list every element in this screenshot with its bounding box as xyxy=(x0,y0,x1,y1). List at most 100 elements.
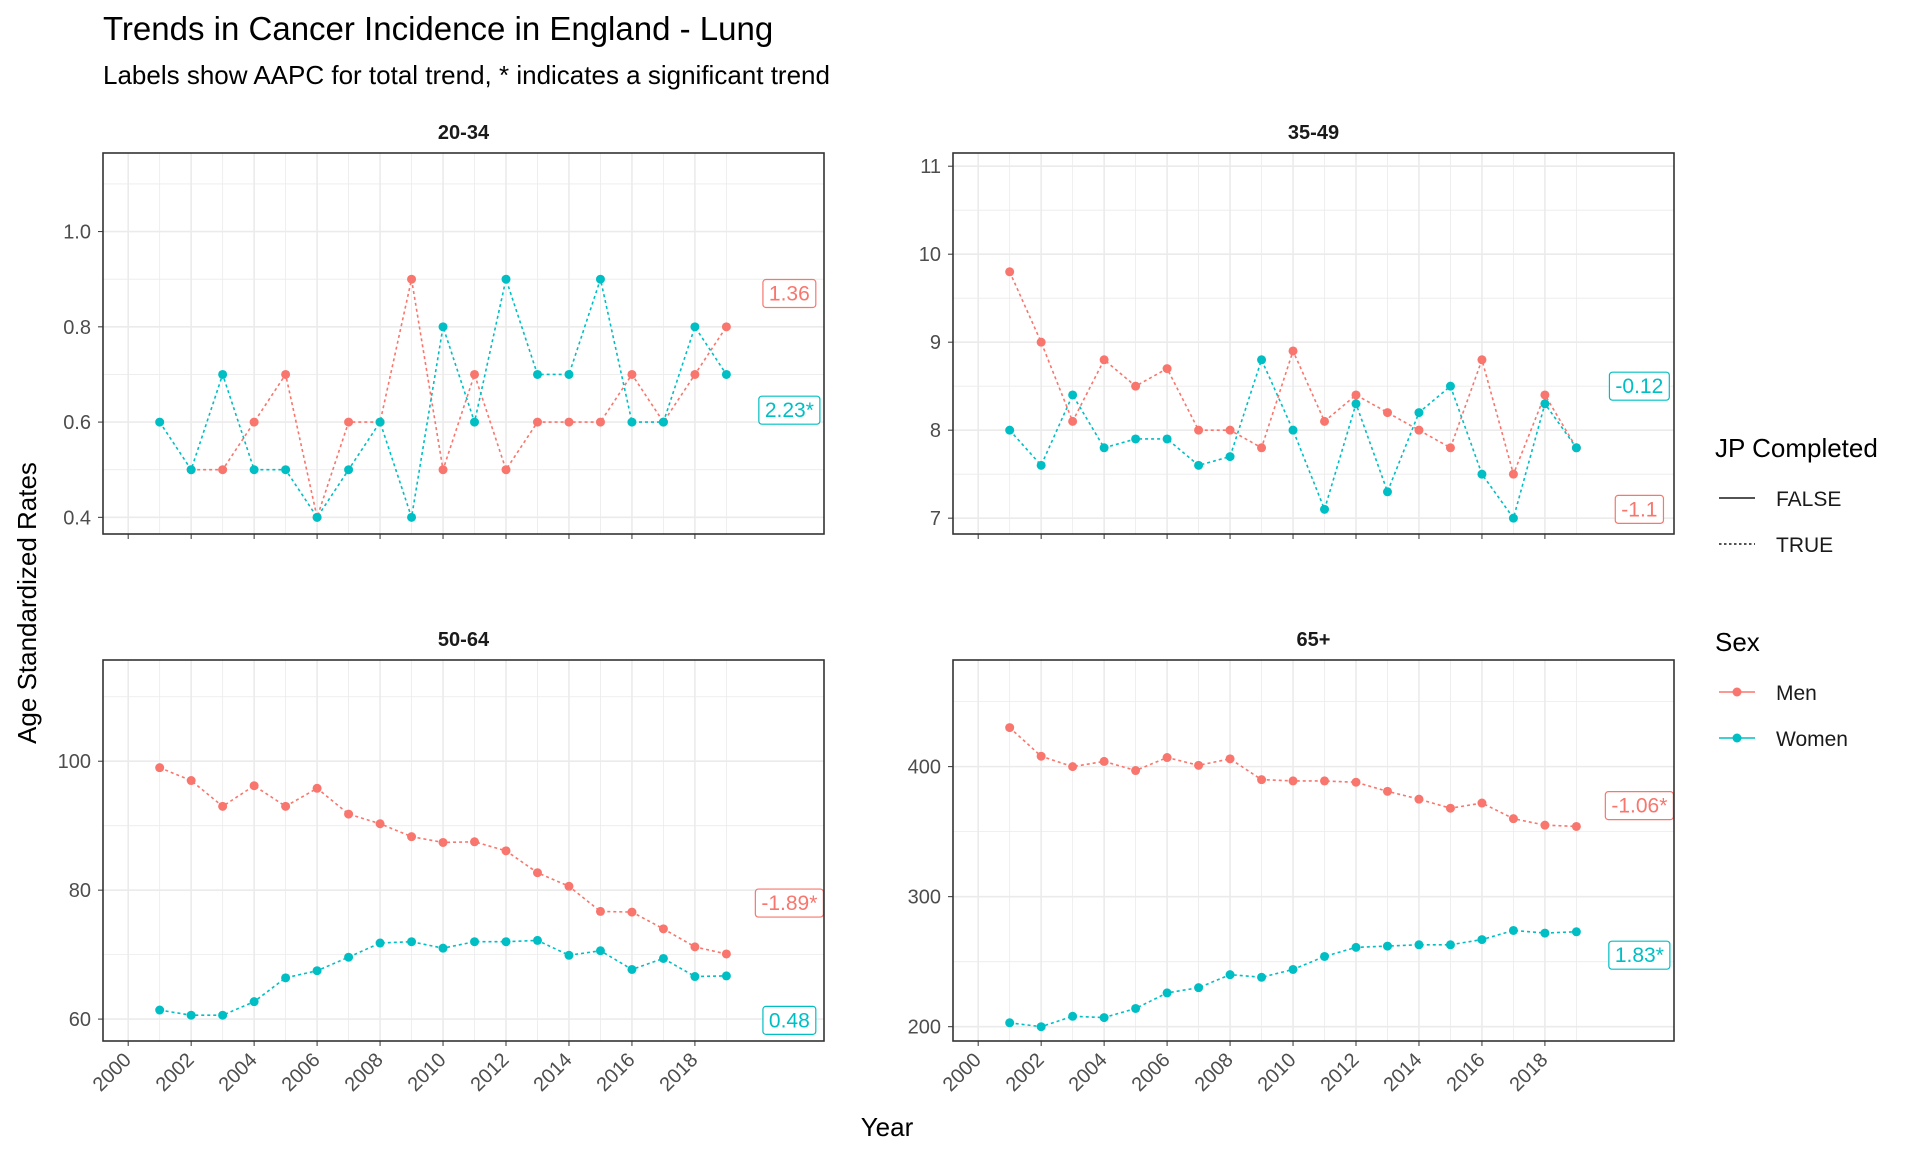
panel-20-34-men-point xyxy=(249,417,259,427)
panel-50-64-women-point xyxy=(218,1010,228,1020)
panel-50-64-men-point xyxy=(281,801,291,811)
panel-65plus-women-point xyxy=(1288,964,1298,974)
panel-65plus-men-point xyxy=(1351,777,1361,787)
x-tick-label: 2004 xyxy=(1065,1049,1112,1096)
panel-50-64-women-point xyxy=(470,937,480,947)
panel-50-64-border xyxy=(102,659,825,1042)
panel-20-34-men-point xyxy=(501,465,511,475)
x-tick-label: 2018 xyxy=(655,1049,702,1096)
panel-50-64-men-aapc-text: -1.89* xyxy=(761,892,817,915)
panel-65plus-women-point xyxy=(1099,1013,1109,1023)
y-tick-label: 0.6 xyxy=(63,412,91,434)
panel-20-34-men-aapc-label: 1.36 xyxy=(762,278,817,309)
panel-20-34-women-point xyxy=(186,465,196,475)
panel-35-49-women-point xyxy=(1477,469,1487,479)
panel-35-49-men-aapc-label: -1.1 xyxy=(1614,494,1665,524)
panel-20-34-women-point xyxy=(564,369,574,379)
panel-65plus-women-point xyxy=(1320,951,1330,961)
y-tick-label: 200 xyxy=(908,1017,941,1039)
panel-65plus-women-point xyxy=(1382,941,1392,951)
panel-35-49-men-aapc-text: -1.1 xyxy=(1621,498,1657,521)
panel-65plus-women-point xyxy=(1005,1018,1015,1028)
x-tick-label: 2012 xyxy=(1317,1049,1364,1096)
panel-35-49-men-point xyxy=(1194,425,1204,435)
panel-65plus-men-point xyxy=(1162,753,1172,763)
legend-women-key-point xyxy=(1732,733,1742,743)
panel-65plus-women-aapc-label: 1.83* xyxy=(1608,940,1671,970)
panel-20-34-border xyxy=(102,152,825,535)
panel-20-34-women-point xyxy=(690,322,700,332)
panel-65plus: 65+ 2000 2002 2004 2006 2008 2010 2012 2014 2016 2… xyxy=(908,629,1675,1096)
x-tick-label: 2002 xyxy=(1002,1049,1049,1096)
y-tick-label: 8 xyxy=(930,420,941,442)
panel-65plus-women-aapc-text: 1.83* xyxy=(1615,944,1664,967)
panel-65plus-men-point xyxy=(1540,820,1550,830)
panel-65plus-men-point xyxy=(1036,751,1046,761)
panel-35-49-men-point xyxy=(1414,425,1424,435)
panel-35-49-men-aapc-box xyxy=(1614,494,1665,524)
panel-50-64-men-aapc-label: -1.89* xyxy=(754,888,824,918)
legend-jp-title: JP Completed xyxy=(1715,433,1878,463)
panel-65plus-women-point xyxy=(1257,972,1267,982)
panel-20-34-men-point xyxy=(627,369,637,379)
panel-65plus-strip-label: 65+ xyxy=(1297,629,1331,651)
panel-35-49-women-point xyxy=(1445,381,1455,391)
y-tick-label: 0.4 xyxy=(63,507,91,529)
panel-20-34-women-point xyxy=(281,465,291,475)
panel-50-64-men-point xyxy=(532,868,542,878)
x-tick-label: 2012 xyxy=(467,1049,514,1096)
x-tick-label: 2010 xyxy=(1254,1049,1301,1096)
panel-65plus-men-point xyxy=(1005,723,1015,733)
panel-35-49-women-point xyxy=(1225,452,1235,462)
panel-50-64-women-point xyxy=(281,973,291,983)
panel-20-34-women-point xyxy=(470,417,480,427)
panel-65plus-men-aapc-label: -1.06* xyxy=(1604,791,1674,821)
panel-65plus-women-point xyxy=(1225,970,1235,980)
panel-20-34-men-point xyxy=(721,322,731,332)
legend-men-label: Men xyxy=(1776,682,1817,705)
chart-subtitle: Labels show AAPC for total trend, * indi… xyxy=(103,60,830,90)
panel-20-34-women-point xyxy=(721,369,731,379)
panel-20-34-women-point xyxy=(218,369,228,379)
panel-50-64-men-point xyxy=(218,801,228,811)
panel-65plus-women-point xyxy=(1036,1022,1046,1032)
panel-35-49-men-point xyxy=(1036,337,1046,347)
panel-65plus-men-point xyxy=(1131,766,1141,776)
panel-65plus-women-point xyxy=(1508,925,1518,935)
panel-50-64-women-point xyxy=(344,952,354,962)
legend: JP Completed FALSE TRUE Sex Men Women xyxy=(1715,433,1878,751)
panel-50-64-men-point xyxy=(595,906,605,916)
panel-50-64-women-point xyxy=(407,937,417,947)
legend-men-key-point xyxy=(1732,687,1742,697)
panel-35-49-women-point xyxy=(1351,399,1361,409)
panel-50-64-women-point xyxy=(155,1005,165,1015)
panel-65plus-men-point xyxy=(1257,775,1267,785)
y-axis-title: Age Standardized Rates xyxy=(12,462,42,744)
panel-35-49-women-point xyxy=(1036,460,1046,470)
y-tick-label: 9 xyxy=(930,332,941,354)
x-tick-label: 2016 xyxy=(592,1049,639,1096)
panel-50-64-women-point xyxy=(249,997,259,1007)
panel-20-34-women-point xyxy=(344,465,354,475)
panel-50-64-women-point xyxy=(186,1010,196,1020)
panel-20-34-men-point xyxy=(281,369,291,379)
panel-35-49-women-aapc-text: -0.12 xyxy=(1615,375,1663,398)
panel-50-64-women-point xyxy=(501,937,511,947)
panel-35-49-men-point xyxy=(1162,364,1172,374)
panel-65plus-women-point xyxy=(1445,940,1455,950)
panel-20-34-women-point xyxy=(312,512,322,522)
panel-20-34-men-point xyxy=(470,369,480,379)
panel-65plus-women-point xyxy=(1571,927,1581,937)
panel-50-64-women-aapc-box xyxy=(762,1005,817,1035)
panel-50-64-men-point xyxy=(501,846,511,856)
panel-20-34-men-point xyxy=(407,274,417,284)
x-tick-label: 2006 xyxy=(278,1049,325,1096)
panel-20-34-men-point xyxy=(532,417,542,427)
panel-50-64-men-point xyxy=(407,832,417,842)
panel-20-34-men-point xyxy=(344,417,354,427)
panel-50-64: 50-64 2000 2002 2004 2006 2008 2010 2012 2014 201… xyxy=(58,629,825,1096)
panel-20-34-women-point xyxy=(375,417,385,427)
panel-35-49-women-point xyxy=(1099,443,1109,453)
panel-50-64-women-aapc-label: 0.48 xyxy=(762,1005,817,1035)
